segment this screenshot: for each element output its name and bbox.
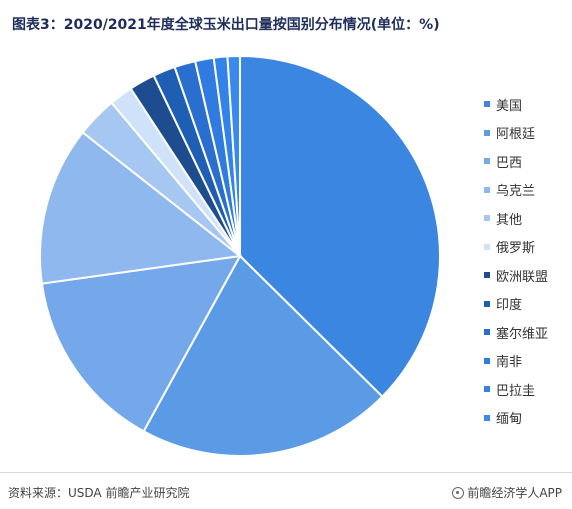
pie-slice-1 bbox=[239, 54, 441, 398]
legend-swatch bbox=[484, 357, 490, 364]
brand-text: 前瞻经济学人APP bbox=[467, 486, 562, 500]
legend-swatch bbox=[484, 215, 490, 222]
legend-label: 欧洲联盟 bbox=[496, 269, 549, 285]
legend-label: 巴西 bbox=[496, 155, 523, 171]
legend-item: 俄罗斯 bbox=[484, 233, 572, 262]
legend-item: 其他 bbox=[484, 204, 572, 233]
legend-swatch bbox=[484, 329, 490, 336]
legend-label: 俄罗斯 bbox=[496, 241, 536, 257]
legend-item: 阿根廷 bbox=[484, 119, 572, 148]
legend-swatch bbox=[484, 243, 490, 250]
pie-slice-2 bbox=[142, 254, 384, 457]
legend-swatch bbox=[484, 414, 490, 421]
source-text: 资料来源：USDA 前瞻产业研究院 bbox=[8, 486, 190, 500]
legend-item: 缅甸 bbox=[484, 404, 572, 433]
brand-logo-icon bbox=[452, 486, 465, 499]
legend-item: 印度 bbox=[484, 290, 572, 319]
legend-label: 印度 bbox=[496, 298, 523, 314]
legend-label: 巴拉圭 bbox=[496, 383, 536, 399]
legend-swatch bbox=[484, 186, 490, 193]
legend-item: 乌克兰 bbox=[484, 176, 572, 205]
footer: 资料来源：USDA 前瞻产业研究院 前瞻经济学人APP bbox=[0, 472, 572, 509]
legend-swatch bbox=[484, 386, 490, 393]
legend-item: 南非 bbox=[484, 347, 572, 376]
chart-legend: 美国阿根廷巴西乌克兰其他俄罗斯欧洲联盟印度塞尔维亚南非巴拉圭缅甸 bbox=[484, 90, 572, 432]
legend-label: 美国 bbox=[496, 98, 523, 114]
brand-credit: 前瞻经济学人APP bbox=[452, 484, 562, 501]
legend-label: 塞尔维亚 bbox=[496, 326, 549, 342]
legend-label: 乌克兰 bbox=[496, 184, 536, 200]
legend-label: 南非 bbox=[496, 355, 523, 371]
legend-swatch bbox=[484, 158, 490, 165]
legend-swatch bbox=[484, 129, 490, 136]
legend-item: 塞尔维亚 bbox=[484, 318, 572, 347]
legend-swatch bbox=[484, 272, 490, 279]
legend-item: 巴西 bbox=[484, 147, 572, 176]
pie-slice-3 bbox=[40, 254, 242, 433]
legend-item: 美国 bbox=[484, 90, 572, 119]
legend-label: 缅甸 bbox=[496, 412, 523, 428]
pie-slice-4 bbox=[39, 131, 243, 285]
legend-swatch bbox=[484, 300, 490, 307]
legend-item: 巴拉圭 bbox=[484, 375, 572, 404]
legend-swatch bbox=[484, 101, 490, 108]
legend-item: 欧洲联盟 bbox=[484, 261, 572, 290]
legend-label: 阿根廷 bbox=[496, 127, 536, 143]
pie-slice-12 bbox=[226, 54, 241, 257]
legend-label: 其他 bbox=[496, 212, 523, 228]
chart-title: 图表3：2020/2021年度全球玉米出口量按国别分布情况(单位：%) bbox=[12, 17, 440, 33]
